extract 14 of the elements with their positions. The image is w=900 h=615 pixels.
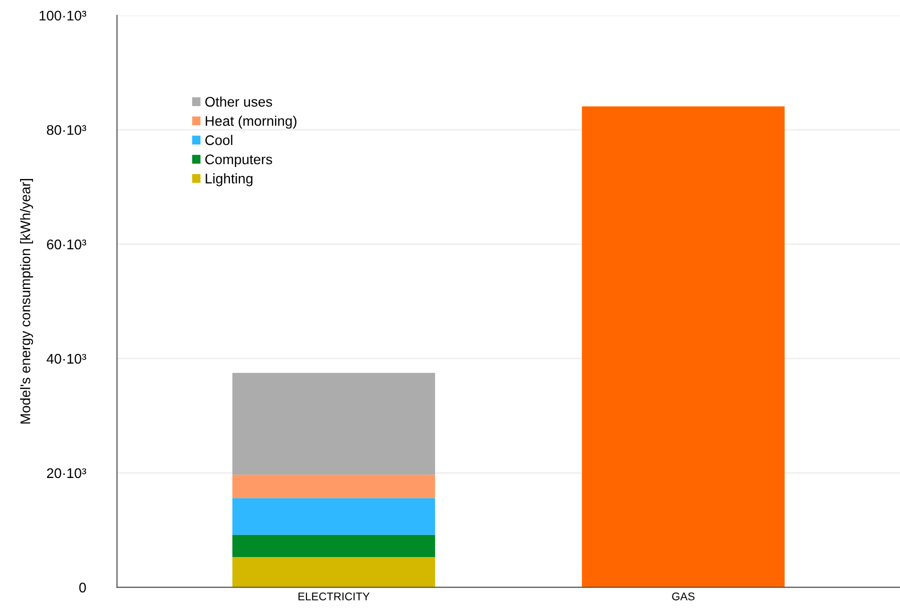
legend-label: Computers xyxy=(205,154,272,168)
x-tick-label: GAS xyxy=(672,592,694,600)
legend-label: Heat (morning) xyxy=(206,116,296,129)
y-tick-label: 40·10³ xyxy=(46,354,86,364)
legend-label: Cool xyxy=(205,134,232,146)
y-tick-label: 20·10³ xyxy=(47,468,86,478)
y-tick-label: 0 xyxy=(79,582,86,592)
legend-label: Other uses xyxy=(205,96,272,107)
y-tick-label: 100·10³ xyxy=(40,10,86,21)
y-tick-label: 60·10³ xyxy=(47,239,86,250)
legend-label: Lighting xyxy=(206,173,252,186)
y-tick-label: 80·10³ xyxy=(46,125,86,135)
y-axis-title: Model's energy consumption [kWh/year] xyxy=(20,179,34,424)
x-tick-label: ELECTRICITY xyxy=(298,592,370,600)
